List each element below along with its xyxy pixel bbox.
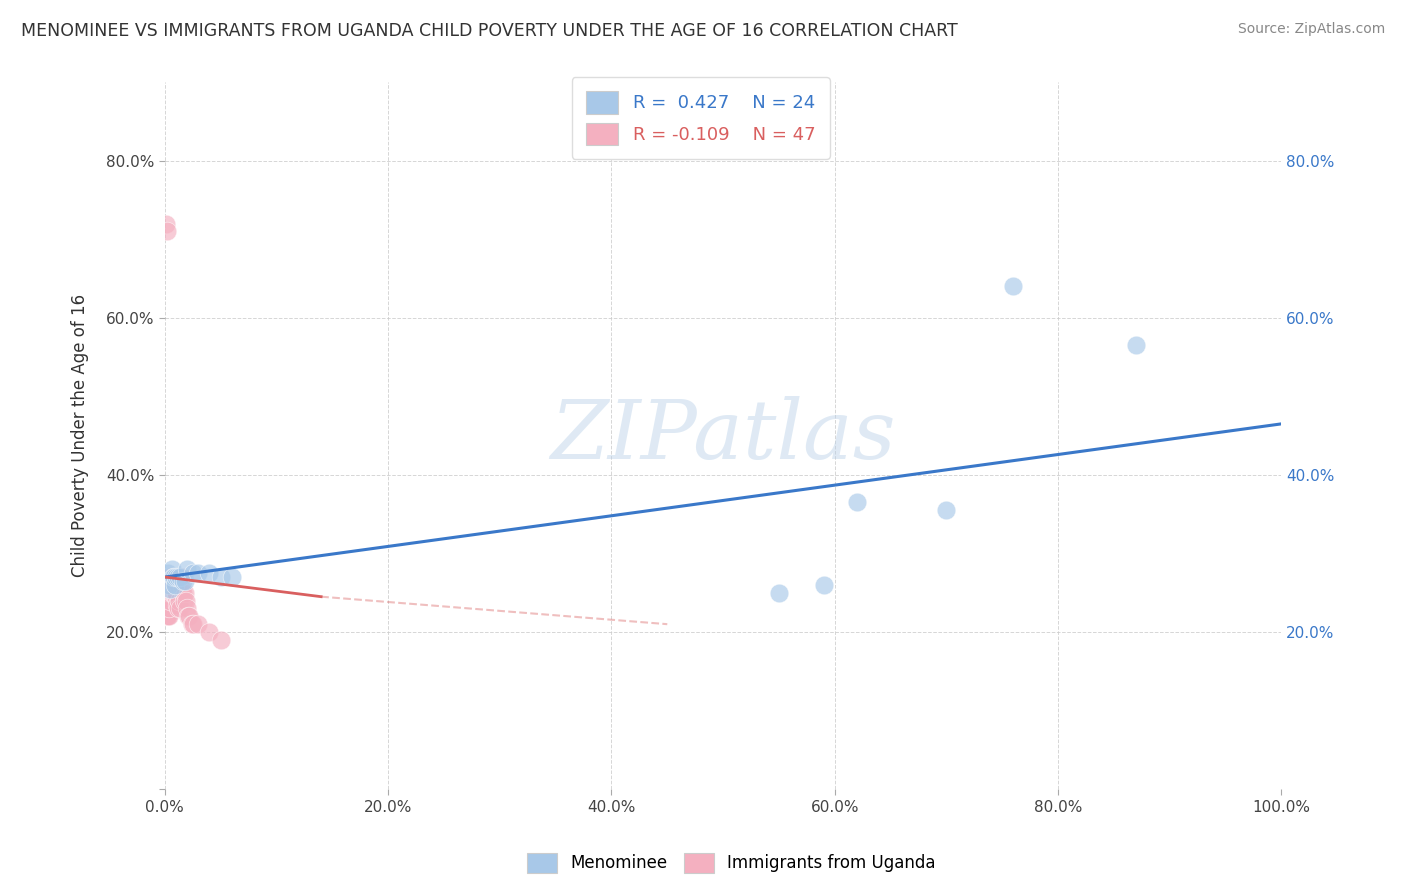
Point: [159, 570, 181, 584]
Point: [181, 566, 204, 581]
Point: [174, 593, 197, 607]
Point: [165, 578, 187, 592]
Legend: R =  0.427    N = 24, R = -0.109    N = 47: R = 0.427 N = 24, R = -0.109 N = 47: [572, 77, 830, 159]
Point: [163, 570, 186, 584]
Point: [198, 566, 221, 581]
Point: [169, 570, 191, 584]
Point: [159, 582, 181, 596]
Point: [157, 593, 180, 607]
Point: [169, 593, 191, 607]
Point: [209, 632, 232, 647]
Point: [157, 609, 180, 624]
Point: [174, 586, 197, 600]
Point: [179, 609, 201, 624]
Point: [163, 582, 186, 596]
Point: [187, 617, 209, 632]
Point: [165, 586, 187, 600]
Point: [172, 574, 194, 588]
Point: [163, 578, 186, 592]
Point: [177, 609, 200, 624]
Point: [165, 590, 187, 604]
Point: [187, 566, 209, 581]
Text: Source: ZipAtlas.com: Source: ZipAtlas.com: [1237, 22, 1385, 37]
Point: [159, 578, 181, 592]
Text: MENOMINEE VS IMMIGRANTS FROM UGANDA CHILD POVERTY UNDER THE AGE OF 16 CORRELATIO: MENOMINEE VS IMMIGRANTS FROM UGANDA CHIL…: [21, 22, 957, 40]
Point: [173, 593, 195, 607]
Point: [156, 224, 179, 238]
Point: [170, 570, 193, 584]
Point: [174, 574, 197, 588]
Point: [162, 578, 184, 592]
Point: [209, 570, 232, 584]
Point: [155, 601, 177, 615]
Point: [156, 601, 179, 615]
Point: [160, 586, 183, 600]
Point: [166, 598, 188, 612]
Point: [181, 617, 204, 632]
Point: [159, 586, 181, 600]
Point: [172, 586, 194, 600]
Point: [180, 617, 202, 632]
Point: [162, 570, 184, 584]
Point: [163, 586, 186, 600]
Point: [157, 601, 180, 615]
Point: [169, 601, 191, 615]
Point: [155, 217, 177, 231]
Point: [167, 578, 190, 592]
Point: [167, 570, 190, 584]
Point: [198, 625, 221, 640]
Y-axis label: Child Poverty Under the Age of 16: Child Poverty Under the Age of 16: [72, 294, 89, 577]
Point: [162, 586, 184, 600]
Point: [1002, 279, 1025, 293]
Point: [163, 586, 186, 600]
Point: [157, 609, 180, 624]
Text: ZIPatlas: ZIPatlas: [550, 396, 896, 475]
Point: [165, 570, 187, 584]
Point: [159, 593, 181, 607]
Point: [846, 495, 869, 509]
Point: [157, 566, 180, 581]
Point: [1125, 338, 1147, 352]
Point: [163, 578, 186, 592]
Point: [157, 601, 180, 615]
Point: [813, 578, 835, 592]
Point: [157, 578, 180, 592]
Point: [176, 562, 198, 576]
Point: [160, 574, 183, 588]
Point: [176, 601, 198, 615]
Point: [162, 578, 184, 592]
Point: [935, 503, 957, 517]
Point: [155, 586, 177, 600]
Legend: Menominee, Immigrants from Uganda: Menominee, Immigrants from Uganda: [520, 847, 942, 880]
Point: [155, 609, 177, 624]
Point: [768, 586, 790, 600]
Point: [170, 582, 193, 596]
Point: [156, 609, 179, 624]
Point: [160, 562, 183, 576]
Point: [156, 609, 179, 624]
Point: [221, 570, 243, 584]
Point: [155, 593, 177, 607]
Point: [167, 601, 190, 615]
